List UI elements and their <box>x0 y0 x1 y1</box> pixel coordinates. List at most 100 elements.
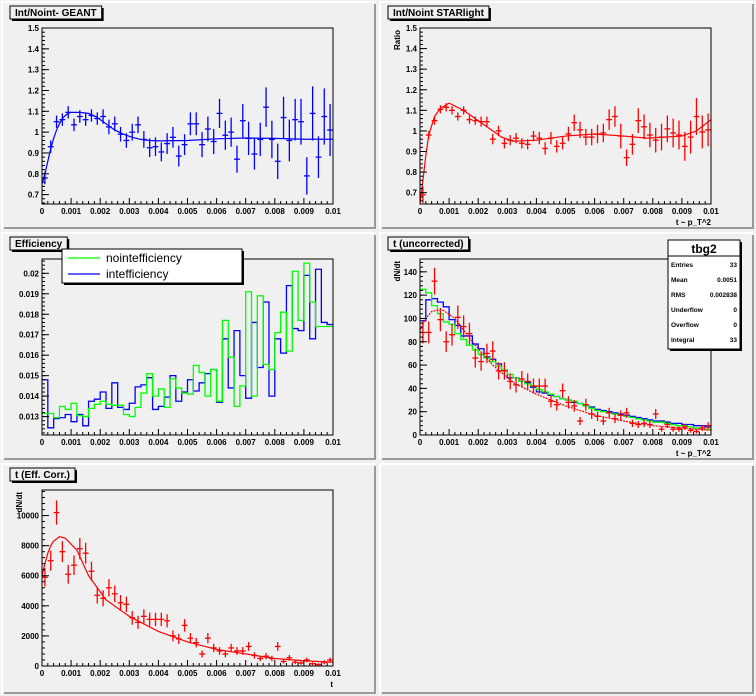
title-box <box>9 467 76 482</box>
x-tick-label: 0.003 <box>497 207 518 216</box>
data-point <box>594 411 601 422</box>
data-point <box>617 410 624 420</box>
data-point <box>687 428 694 433</box>
data-point <box>553 398 560 411</box>
data-point <box>641 419 647 428</box>
x-tick-label: 0.009 <box>294 207 315 216</box>
data-point <box>635 421 642 429</box>
title-text: Int/Noint STARlight <box>393 8 485 19</box>
y-tick-label: 1.4 <box>28 45 40 54</box>
x-tick-label: 0.003 <box>119 438 140 447</box>
pad-empty[interactable] <box>378 462 756 696</box>
data-point <box>327 657 333 663</box>
x-tick-label: 0.006 <box>207 207 228 216</box>
data-point <box>646 421 653 429</box>
data-point <box>53 115 60 128</box>
data-point <box>501 138 508 149</box>
data-point <box>530 130 537 142</box>
x-tick-label: 0.01 <box>703 207 719 216</box>
title-box <box>9 236 68 251</box>
x-tick-label: 0.01 <box>325 669 341 678</box>
data-point <box>652 127 659 153</box>
data-point <box>234 145 240 173</box>
x-tick-label: 0.005 <box>177 207 198 216</box>
data-point <box>303 157 310 195</box>
x-tick-label: 0.002 <box>90 207 111 216</box>
pad-bevel-dark <box>4 4 376 229</box>
data-point <box>565 396 572 409</box>
y-tick-label: 0.019 <box>19 290 40 299</box>
data-point <box>251 652 258 659</box>
pad-title[interactable]: t (uncorrected) <box>387 236 471 252</box>
y-tick-label: 1.1 <box>28 107 40 116</box>
data-point <box>298 661 304 665</box>
data-point <box>187 632 194 644</box>
data-point <box>257 655 264 662</box>
pad-t-uncorrected[interactable]: 0 0.001 0.002 0.003 0.004 0.005 0.006 0.007 0.00… <box>378 231 756 462</box>
data-point <box>676 426 682 432</box>
data-uncorrected <box>420 267 711 434</box>
data-point <box>582 398 589 411</box>
x-tick-label: 0.008 <box>265 669 286 678</box>
pad-int-noint-starlight[interactable]: 0 0.001 0.002 0.003 0.004 0.005 0.006 0.007 0.00… <box>378 0 756 231</box>
stats-box[interactable]: tbg2 Entries 33 Mean 0.0051 RMS 0.002838 Underf… <box>667 239 742 351</box>
x-tick-label: 0.009 <box>294 669 315 678</box>
y-tick-label: 40 <box>408 384 417 393</box>
stats-label: Entries <box>671 262 693 269</box>
pad-title[interactable]: Int/Noint STARlight <box>387 5 491 21</box>
data-point <box>199 132 205 158</box>
data-point <box>623 149 630 166</box>
data-point <box>292 98 299 141</box>
data-point <box>239 647 246 655</box>
title-text: t (Eff. Corr.) <box>15 470 70 481</box>
x-tick-label: 0.003 <box>119 669 140 678</box>
data-point <box>263 87 269 127</box>
pad-bevel-light <box>379 1 753 228</box>
data-point <box>606 407 613 418</box>
data-point <box>600 416 607 426</box>
data-point <box>623 407 630 418</box>
data-point <box>228 117 235 147</box>
legend[interactable]: nointefficiency intefficiency <box>61 248 244 285</box>
data-point <box>309 86 316 141</box>
data-point <box>65 564 72 584</box>
data-point <box>536 378 543 394</box>
data-point <box>59 541 66 563</box>
pad-title[interactable]: Efficiency <box>9 236 70 252</box>
plot-area <box>420 267 711 434</box>
data-point <box>664 115 671 143</box>
y-tick-label: 1.1 <box>406 106 418 115</box>
title-box <box>387 236 470 251</box>
y-axis-title: dN/dt <box>393 261 402 282</box>
data-point <box>501 362 508 380</box>
x-tick-label: 0 <box>40 438 45 447</box>
stats-value: 0.0051 <box>717 277 737 284</box>
x-tick-label: 0.005 <box>555 438 576 447</box>
y-tick-label: 0.8 <box>28 170 40 179</box>
pad-efficiency[interactable]: 0 0.001 0.002 0.003 0.004 0.005 0.006 0.007 0.00… <box>0 231 378 462</box>
stats-value: 0 <box>733 322 737 329</box>
data-point <box>181 134 188 156</box>
x-tick-label: 0.003 <box>119 207 140 216</box>
data-point <box>47 550 54 571</box>
x-tick-label: 0.007 <box>236 669 257 678</box>
stats-label: Mean <box>671 277 688 284</box>
x-tick-label: 0.009 <box>672 207 693 216</box>
data-point <box>175 633 182 645</box>
data-point <box>239 104 246 138</box>
pad-int-noint-geant[interactable]: 0 0.001 0.002 0.003 0.004 0.005 0.006 0.007 0.00… <box>0 0 378 231</box>
data-effcorr <box>42 500 333 666</box>
pad-title[interactable]: Int/Noint- GEANT <box>9 5 104 21</box>
data-point <box>489 134 496 145</box>
y-axis-title: Ratio <box>393 30 402 50</box>
data-point <box>542 142 549 155</box>
data-point <box>111 585 118 603</box>
pad-title[interactable]: t (Eff. Corr.) <box>9 467 77 483</box>
pad-t-eff-corr[interactable]: 0 0.001 0.002 0.003 0.004 0.005 0.006 0.007 0.00… <box>0 462 378 696</box>
data-point <box>146 612 153 627</box>
data-point <box>315 136 322 178</box>
stats-frame <box>667 239 741 350</box>
data-point <box>71 118 77 132</box>
x-axis-title: t ~ p_T^2 <box>676 218 712 227</box>
data-point <box>146 138 153 158</box>
